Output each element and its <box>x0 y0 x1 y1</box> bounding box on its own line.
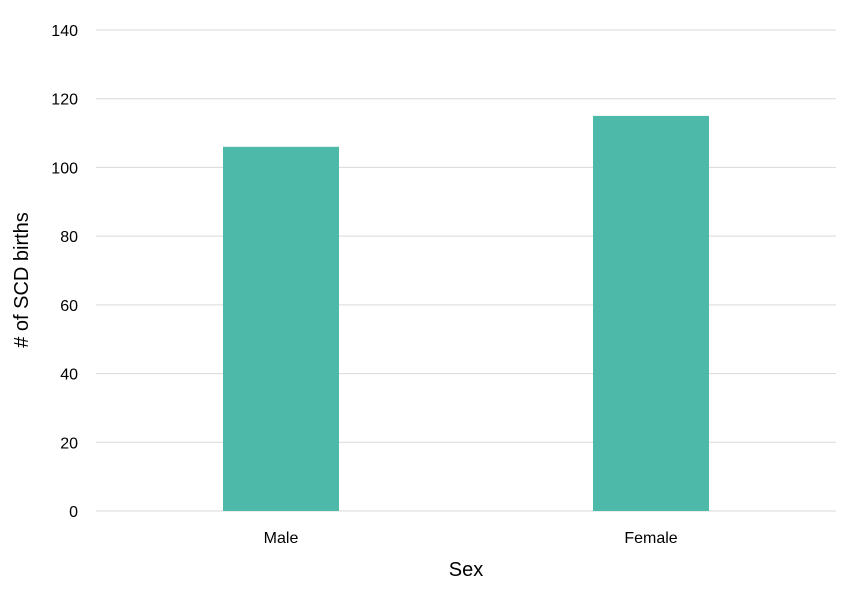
y-tick-label: 120 <box>51 92 78 109</box>
x-axis-title: Sex <box>449 559 483 581</box>
x-tick-label-male: Male <box>264 530 299 547</box>
y-tick-label: 140 <box>51 23 78 40</box>
y-tick-label: 40 <box>60 367 78 384</box>
y-tick-label: 20 <box>60 435 78 452</box>
y-axis-title: # of SCD births <box>11 212 33 348</box>
y-axis-ticks: 0 20 40 60 80 100 120 140 <box>51 23 78 521</box>
y-tick-label: 80 <box>60 229 78 246</box>
y-tick-label: 60 <box>60 298 78 315</box>
gridlines <box>96 29 836 512</box>
y-tick-label: 0 <box>69 504 78 521</box>
bars <box>223 115 709 512</box>
x-axis-ticks: Male Female <box>264 530 678 547</box>
bar-female <box>593 115 709 512</box>
y-tick-label: 100 <box>51 160 78 177</box>
bar-male <box>223 146 339 512</box>
x-tick-label-female: Female <box>624 530 677 547</box>
